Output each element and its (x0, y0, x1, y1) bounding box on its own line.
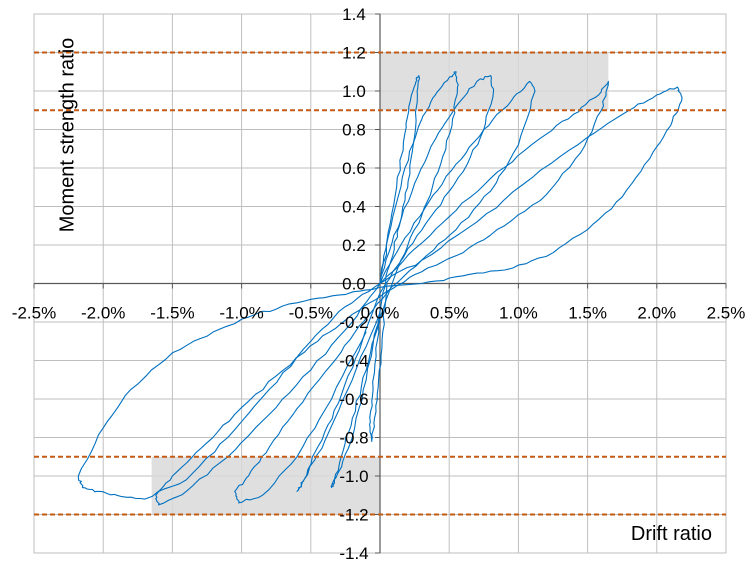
x-tick-label: -1.0% (219, 304, 263, 323)
y-axis-title: Moment strength ratio (56, 38, 78, 233)
hysteresis-loop-1 (369, 75, 421, 442)
x-tick-label: 1.0% (499, 304, 538, 323)
y-tick-label: 1.2 (342, 44, 366, 63)
y-tick-label: -1.4 (339, 544, 368, 563)
hysteresis-loop-2 (330, 71, 459, 489)
hysteresis-curves (77, 71, 683, 506)
x-tick-label: -2.5% (12, 304, 56, 323)
y-tick-label: -1.2 (339, 506, 368, 525)
y-tick-label: 0.0 (342, 275, 366, 294)
y-tick-label: 0.4 (342, 198, 366, 217)
x-tick-label: 2.0% (637, 304, 676, 323)
x-axis-title: Drift ratio (631, 523, 712, 545)
y-tick-label: -1.0 (339, 467, 368, 486)
tick-labels: -2.5% -2.0% -1.5% -1.0% -0.5% 0.0% 0.5% 1.0% 1.5… (12, 5, 746, 563)
hysteresis-loop-4 (234, 80, 536, 504)
x-tick-label: -2.0% (81, 304, 125, 323)
y-tick-label: 0.8 (342, 121, 366, 140)
x-tick-label: -0.5% (289, 304, 333, 323)
y-tick-label: 0.2 (342, 236, 366, 255)
hysteresis-loop-3 (296, 75, 495, 492)
shaded-band (380, 52, 609, 111)
hysteresis-loop-6 (77, 86, 683, 500)
y-tick-label: -0.2 (339, 313, 368, 332)
y-tick-label: 1.4 (342, 5, 366, 24)
y-tick-label: 1.0 (342, 82, 366, 101)
y-tick-label: -0.8 (339, 429, 368, 448)
x-tick-label: 1.5% (568, 304, 607, 323)
y-tick-label: -0.4 (339, 352, 368, 371)
y-tick-label: 0.6 (342, 159, 366, 178)
x-tick-label: 0.5% (430, 304, 469, 323)
x-tick-label: 0.0% (361, 304, 400, 323)
hysteresis-loop-5 (155, 80, 609, 506)
x-tick-label: 2.5% (707, 304, 746, 323)
reference-lines (34, 51, 726, 516)
y-tick-label: -0.6 (339, 390, 368, 409)
x-tick-label: -1.5% (150, 304, 194, 323)
